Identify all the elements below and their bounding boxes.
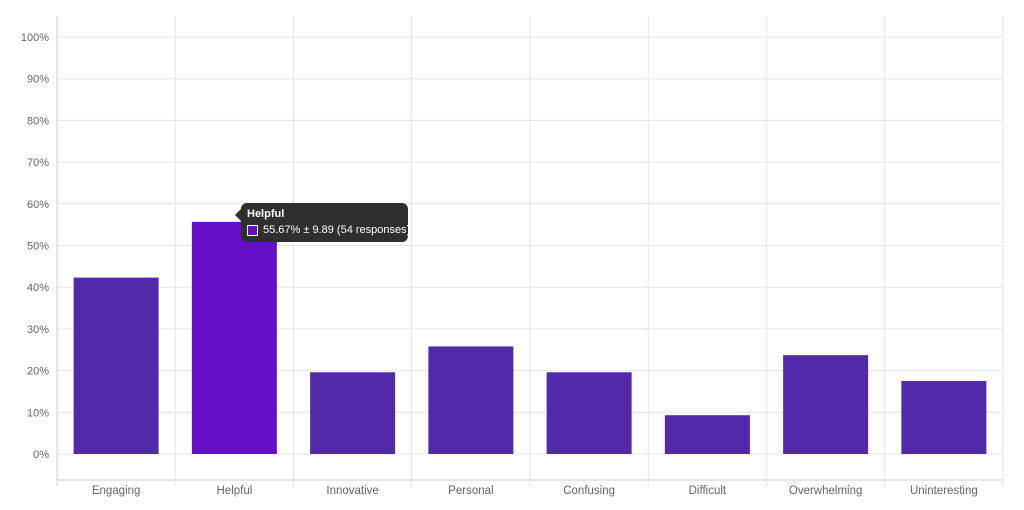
- y-tick-label: 30%: [27, 324, 49, 336]
- y-tick-label: 100%: [21, 32, 49, 44]
- bar: [428, 346, 514, 454]
- bar: [783, 355, 869, 454]
- x-tick-label: Confusing: [563, 485, 615, 497]
- y-tick-label: 0%: [33, 449, 49, 461]
- bar: [310, 372, 396, 454]
- y-tick-label: 60%: [27, 199, 49, 211]
- x-tick-label: Personal: [448, 485, 493, 497]
- bar: [901, 381, 987, 454]
- y-tick-label: 10%: [27, 407, 49, 419]
- bar: [664, 415, 750, 454]
- bar: [73, 277, 159, 454]
- y-tick-label: 80%: [27, 115, 49, 127]
- bar: [191, 221, 277, 454]
- x-tick-label: Engaging: [92, 485, 141, 497]
- x-tick-label: Difficult: [689, 485, 727, 497]
- x-tick-label: Uninteresting: [910, 485, 978, 497]
- tooltip-row: 55.67% ± 9.89 (54 responses): [247, 224, 410, 237]
- tooltip-text: 55.67% ± 9.89 (54 responses): [263, 224, 411, 236]
- y-tick-label: 90%: [27, 74, 49, 86]
- x-tick-label: Overwhelming: [789, 485, 863, 497]
- bar: [546, 372, 632, 454]
- tooltip-title: Helpful: [247, 208, 285, 220]
- y-tick-label: 40%: [27, 282, 49, 294]
- x-tick-label: Innovative: [326, 485, 378, 497]
- x-tick-label: Helpful: [216, 485, 252, 497]
- y-tick-label: 20%: [27, 366, 49, 378]
- y-tick-label: 70%: [27, 157, 49, 169]
- tooltip-swatch: [247, 225, 258, 236]
- tooltip: Helpful 55.67% ± 9.89 (54 responses): [235, 203, 410, 242]
- y-tick-label: 50%: [27, 241, 49, 253]
